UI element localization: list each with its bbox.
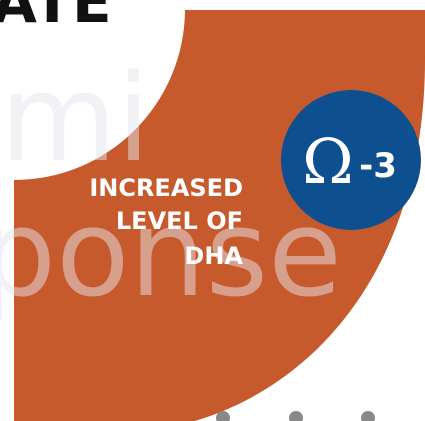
- badge-symbol: Ω: [302, 125, 353, 198]
- badge-suffix: -3: [359, 146, 397, 186]
- watermark: mi: [0, 50, 150, 189]
- header-text: ATE: [0, 0, 112, 36]
- dot: [216, 411, 230, 421]
- dot: [361, 411, 375, 421]
- watermark: ponse: [0, 185, 342, 324]
- label-line: LEVEL OF: [116, 207, 243, 235]
- badge: [281, 90, 421, 230]
- label-line: INCREASED: [89, 174, 243, 202]
- label-line: DHA: [184, 242, 243, 270]
- dot: [289, 411, 303, 421]
